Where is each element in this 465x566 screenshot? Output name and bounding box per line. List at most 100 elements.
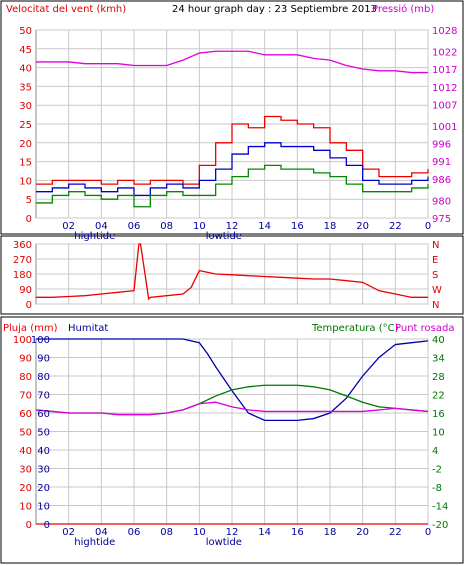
rain-tick-label: 100 [13,335,32,346]
x-tick-label: 22 [389,221,402,232]
pressure-tick-label: 1017 [432,65,457,76]
humidity-tick-label: 100 [31,335,50,346]
series-line-low [36,164,429,208]
legend-dewpoint: Punt rosada [395,323,454,334]
x-tick-label: 02 [62,221,75,232]
humidity-tick-label: 70 [37,391,50,402]
rain-tick-label: 70 [19,391,32,402]
rain-tick-label: 0 [26,520,32,531]
temperature-tick-label: -20 [432,520,448,531]
rain-tick-label: 60 [19,409,32,420]
humidity-tick-label: 20 [37,483,50,494]
rain-tick-label: 40 [19,446,32,457]
wind-tick-label: 30 [19,101,32,112]
series-layer [35,50,429,525]
wind-tick-label: 0 [26,214,32,225]
chart-date-title: 24 hour graph day : 23 Septiembre 2013 [172,4,377,15]
humidity-tick-label: 60 [37,409,50,420]
x-tick-label: 10 [193,221,206,232]
x-tick-label: 22 [389,527,402,538]
x-tick-label: 10 [193,527,206,538]
temperature-tick-label: -2 [432,465,442,476]
pressure-tick-label: 986 [432,175,451,186]
pressure-tick-label: 1028 [432,26,457,37]
compass-tick-label: W [432,285,442,296]
wind-tick-label: 45 [19,45,32,56]
wind-tick-label: 50 [19,26,32,37]
temperature-tick-label: 40 [432,335,445,346]
direction-tick-label: 360 [13,240,32,251]
wind-tick-label: 15 [19,158,32,169]
compass-tick-label: N [432,240,439,251]
humidity-tick-label: 40 [37,446,50,457]
humidity-tick-label: 90 [37,354,50,365]
series-line-average [36,142,429,197]
rain-tick-label: 20 [19,483,32,494]
wind-tick-label: 10 [19,176,32,187]
rain-tick-label: 50 [19,428,32,439]
temperature-tick-label: -8 [432,483,442,494]
x-tick-label: 18 [324,221,337,232]
series-line-humidity [36,338,429,422]
temperature-tick-label: 22 [432,391,445,402]
x-tick-label: 12 [226,221,239,232]
wind-tick-label: 20 [19,139,32,150]
pressure-tick-label: 975 [432,214,451,225]
compass-tick-label: N [432,300,439,311]
direction-tick-label: 270 [13,255,32,266]
wind-axis-title: Velocitat del vent (kmh) [6,4,126,15]
tide-annotation: lowtide [206,231,242,242]
rain-tick-label: 90 [19,354,32,365]
direction-tick-label: 0 [26,300,32,311]
temperature-tick-label: 28 [432,372,445,383]
panel-frame-direction [0,235,464,315]
wind-tick-label: 40 [19,64,32,75]
x-tick-label: 06 [128,527,141,538]
panel-frame-wind [0,0,464,235]
x-tick-label: 12 [226,527,239,538]
series-line-pressure [36,50,428,74]
x-tick-label: 0 [425,527,431,538]
x-tick-label: 0 [425,221,431,232]
x-tick-label: 16 [291,221,304,232]
x-tick-label: 14 [258,527,271,538]
temperature-tick-label: 34 [432,354,445,365]
x-tick-label: 06 [128,221,141,232]
x-tick-label: 20 [356,527,369,538]
tide-annotation: hightide [74,537,115,548]
legend-temperature: Temperatura (°C) [311,323,399,334]
x-tick-label: 14 [258,221,271,232]
temperature-tick-label: 10 [432,428,445,439]
rain-tick-label: 80 [19,372,32,383]
grid-layer [35,29,429,525]
x-tick-label: 16 [291,527,304,538]
direction-tick-label: 180 [13,270,32,281]
temperature-tick-label: -14 [432,502,448,513]
pressure-tick-label: 980 [432,196,451,207]
x-tick-label: 08 [160,527,173,538]
wind-tick-label: 35 [19,82,32,93]
x-tick-label: 20 [356,221,369,232]
pressure-tick-label: 1012 [432,83,457,94]
temperature-tick-label: 16 [432,409,445,420]
pressure-axis-title: Pressió (mb) [372,3,434,15]
tide-annotation: lowtide [206,537,242,548]
x-tick-label: 04 [95,527,108,538]
x-tick-label: 18 [324,527,337,538]
x-tick-label: 08 [160,221,173,232]
panel-frame-climate [0,316,464,564]
compass-tick-label: E [432,255,438,266]
humidity-tick-label: 10 [37,502,50,513]
x-tick-label: 02 [62,527,75,538]
series-line-dewpoint [35,401,429,416]
humidity-tick-label: 0 [44,520,50,531]
temperature-tick-label: 4 [432,446,438,457]
pressure-tick-label: 1001 [432,122,457,133]
pressure-tick-label: 996 [432,140,451,151]
wind-tick-label: 25 [19,120,32,131]
pressure-tick-label: 1022 [432,47,457,58]
series-line-gust [36,115,429,185]
